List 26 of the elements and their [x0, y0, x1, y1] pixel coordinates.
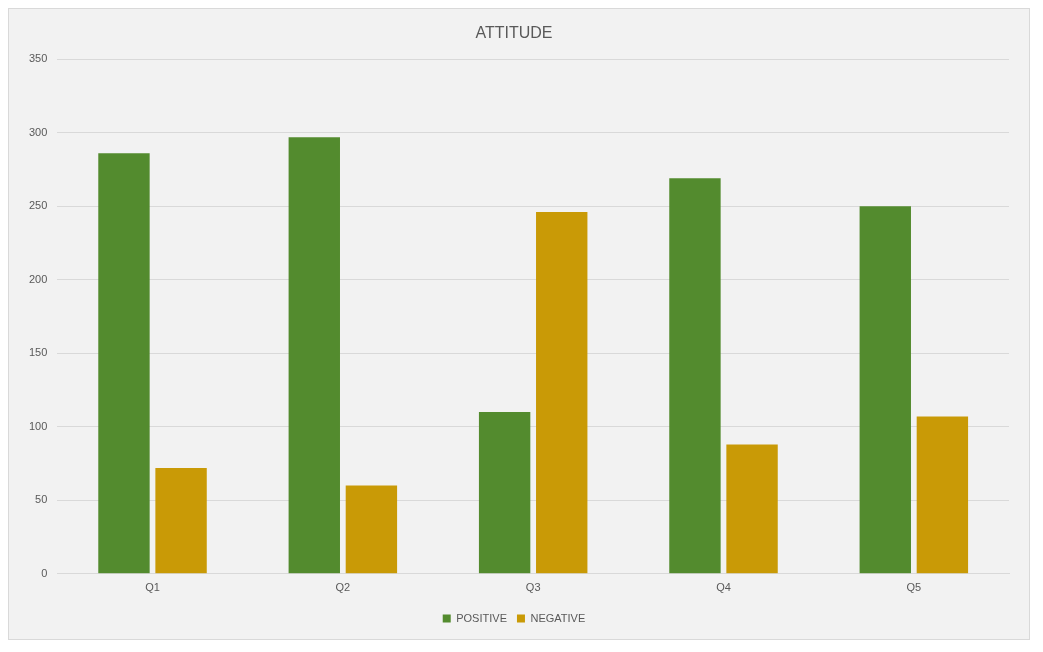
y-tick-label: 0	[41, 566, 48, 579]
bar	[98, 153, 150, 574]
y-tick-label: 50	[35, 493, 48, 506]
legend-label: POSITIVE	[456, 611, 507, 624]
y-tick-label: 100	[28, 419, 48, 432]
y-tick-label: 150	[28, 346, 48, 359]
x-tick-label: Q1	[145, 581, 160, 594]
y-tick-label: 350	[28, 52, 48, 65]
bar	[155, 467, 207, 574]
y-tick-label: 250	[28, 199, 48, 212]
chart-title: ATTITUDE	[475, 24, 553, 42]
x-tick-label: Q2	[335, 581, 351, 594]
bar	[478, 412, 531, 574]
bar	[536, 212, 588, 574]
x-tick-label: Q5	[906, 581, 922, 594]
bar	[916, 416, 969, 574]
bar	[288, 137, 340, 574]
x-tick-label: Q3	[525, 581, 541, 594]
bar	[345, 485, 398, 574]
y-tick-label: 200	[28, 272, 48, 285]
bar	[726, 444, 778, 574]
legend-label: NEGATIVE	[530, 611, 586, 624]
x-tick-label: Q4	[716, 581, 731, 594]
bar	[669, 178, 721, 574]
y-tick-label: 300	[28, 125, 48, 138]
bar	[859, 206, 911, 574]
